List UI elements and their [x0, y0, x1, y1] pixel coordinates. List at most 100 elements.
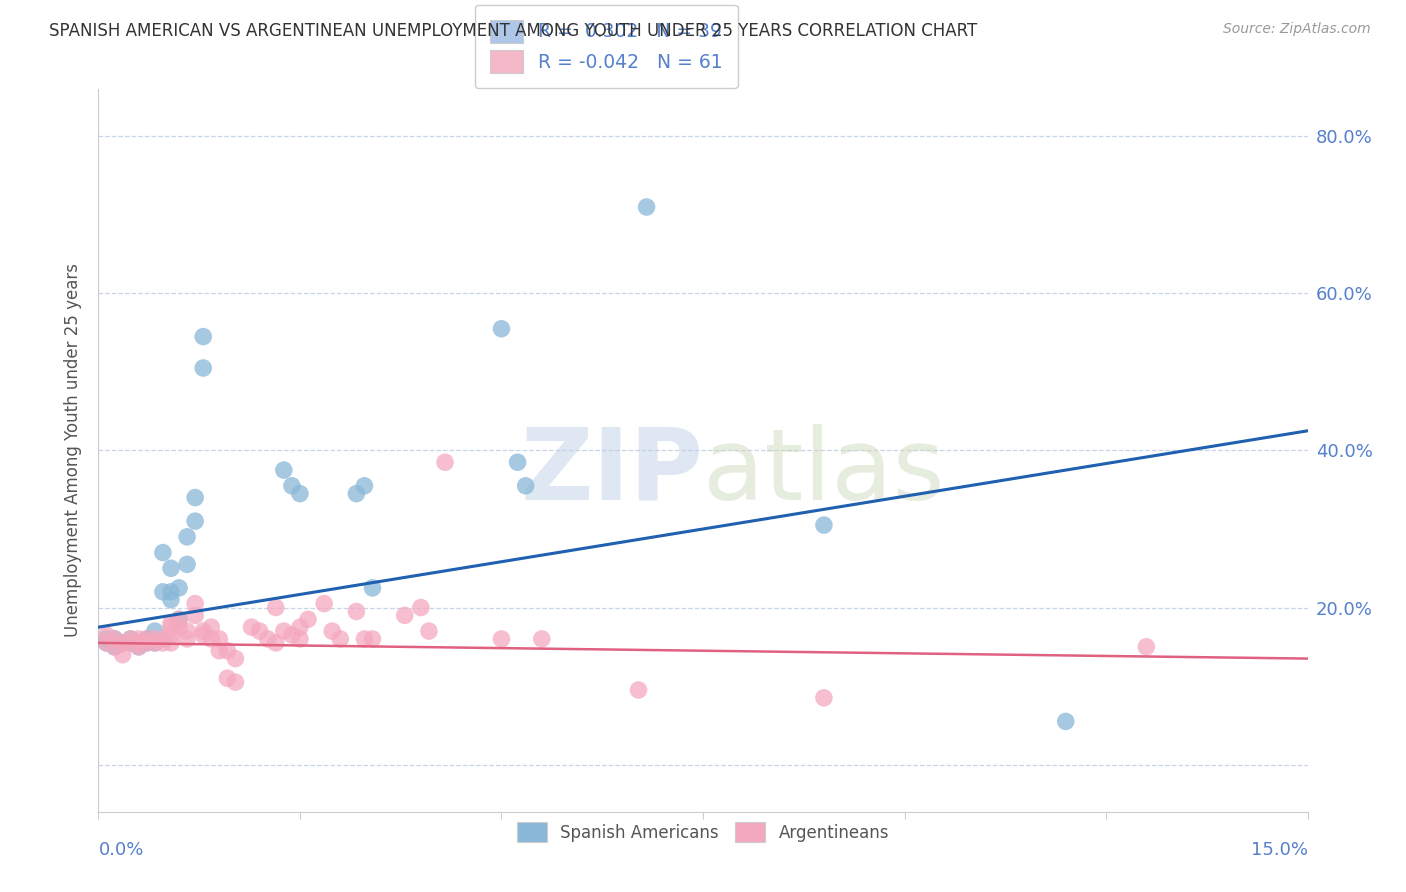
- Point: [394, 608, 416, 623]
- Point: [128, 632, 150, 646]
- Point: [96, 636, 118, 650]
- Point: [353, 479, 375, 493]
- Point: [176, 530, 198, 544]
- Point: [143, 632, 166, 646]
- Point: [143, 624, 166, 639]
- Point: [344, 604, 367, 618]
- Point: [160, 616, 183, 631]
- Point: [208, 644, 231, 658]
- Point: [176, 632, 198, 646]
- Point: [288, 620, 311, 634]
- Point: [361, 632, 384, 646]
- Point: [120, 636, 142, 650]
- Point: [176, 558, 198, 572]
- Point: [193, 628, 215, 642]
- Point: [96, 632, 118, 646]
- Point: [111, 636, 134, 650]
- Point: [353, 632, 375, 646]
- Point: [273, 463, 295, 477]
- Point: [96, 628, 118, 642]
- Point: [288, 486, 311, 500]
- Point: [1135, 640, 1157, 654]
- Point: [167, 612, 190, 626]
- Point: [217, 671, 239, 685]
- Point: [152, 545, 174, 559]
- Point: [103, 632, 125, 646]
- Point: [224, 651, 246, 665]
- Point: [208, 632, 231, 646]
- Point: [167, 620, 190, 634]
- Point: [418, 624, 440, 639]
- Point: [152, 584, 174, 599]
- Point: [160, 636, 183, 650]
- Point: [193, 361, 215, 376]
- Point: [111, 636, 134, 650]
- Legend: Spanish Americans, Argentineans: Spanish Americans, Argentineans: [505, 810, 901, 854]
- Y-axis label: Unemployment Among Youth under 25 years: Unemployment Among Youth under 25 years: [65, 263, 83, 638]
- Point: [120, 636, 142, 650]
- Point: [264, 600, 287, 615]
- Point: [160, 592, 183, 607]
- Point: [152, 632, 174, 646]
- Point: [111, 636, 134, 650]
- Point: [128, 636, 150, 650]
- Point: [240, 620, 263, 634]
- Point: [434, 455, 457, 469]
- Point: [143, 636, 166, 650]
- Point: [135, 636, 157, 650]
- Point: [135, 636, 157, 650]
- Point: [96, 636, 118, 650]
- Point: [627, 683, 650, 698]
- Point: [128, 640, 150, 654]
- Point: [217, 644, 239, 658]
- Point: [344, 486, 367, 500]
- Point: [128, 636, 150, 650]
- Point: [160, 620, 183, 634]
- Point: [128, 640, 150, 654]
- Point: [184, 608, 207, 623]
- Point: [120, 632, 142, 646]
- Point: [167, 612, 190, 626]
- Text: SPANISH AMERICAN VS ARGENTINEAN UNEMPLOYMENT AMONG YOUTH UNDER 25 YEARS CORRELAT: SPANISH AMERICAN VS ARGENTINEAN UNEMPLOY…: [49, 22, 977, 40]
- Point: [636, 200, 658, 214]
- Point: [1054, 714, 1077, 729]
- Text: ZIP: ZIP: [520, 424, 703, 521]
- Point: [103, 640, 125, 654]
- Text: 0.0%: 0.0%: [98, 840, 143, 859]
- Point: [281, 479, 304, 493]
- Point: [409, 600, 432, 615]
- Text: atlas: atlas: [703, 424, 945, 521]
- Point: [160, 628, 183, 642]
- Point: [361, 581, 384, 595]
- Point: [530, 632, 553, 646]
- Point: [160, 584, 183, 599]
- Text: Source: ZipAtlas.com: Source: ZipAtlas.com: [1223, 22, 1371, 37]
- Point: [103, 632, 125, 646]
- Point: [193, 329, 215, 343]
- Point: [184, 491, 207, 505]
- Point: [506, 455, 529, 469]
- Point: [120, 632, 142, 646]
- Point: [184, 597, 207, 611]
- Point: [111, 648, 134, 662]
- Point: [184, 514, 207, 528]
- Point: [273, 624, 295, 639]
- Point: [160, 561, 183, 575]
- Point: [128, 636, 150, 650]
- Point: [314, 597, 336, 611]
- Point: [193, 624, 215, 639]
- Point: [491, 322, 513, 336]
- Point: [256, 632, 278, 646]
- Point: [329, 632, 352, 646]
- Point: [813, 518, 835, 533]
- Point: [321, 624, 343, 639]
- Point: [176, 624, 198, 639]
- Point: [288, 632, 311, 646]
- Point: [200, 620, 222, 634]
- Text: 15.0%: 15.0%: [1250, 840, 1308, 859]
- Point: [135, 632, 157, 646]
- Point: [515, 479, 537, 493]
- Point: [167, 581, 190, 595]
- Point: [143, 636, 166, 650]
- Point: [491, 632, 513, 646]
